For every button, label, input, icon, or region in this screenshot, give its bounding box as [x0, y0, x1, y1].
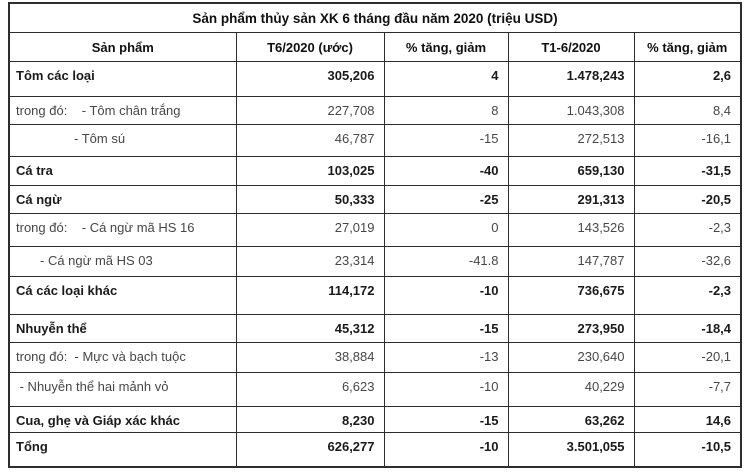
- row-label: Cua, ghẹ và Giáp xác khác: [8, 406, 237, 433]
- cell-pct-month: -10: [383, 432, 509, 467]
- cell-value-t6: 23,314: [235, 246, 385, 277]
- cell-value-t1-6: 143,526: [507, 213, 635, 247]
- seafood-export-table: Sản phẩm thủy sản XK 6 tháng đầu năm 202…: [8, 2, 743, 468]
- row-label: trong đó: - Tôm chân trắng: [8, 96, 237, 125]
- cell-pct-cumulative: -16,1: [633, 124, 742, 157]
- row-tom-cac-loai: Tôm các loại 305,206 4 1.478,243 2,6: [8, 61, 742, 97]
- row-ca-ngu-hs16: trong đó: - Cá ngừ mã HS 16 27,019 0 143…: [8, 213, 742, 247]
- cell-value-t1-6: 1.043,308: [507, 96, 635, 125]
- row-tom-su: - Tôm sú 46,787 -15 272,513 -16,1: [8, 124, 742, 157]
- row-label: - Nhuyễn thể hai mảnh vỏ: [8, 372, 237, 407]
- cell-pct-cumulative: -20,1: [633, 342, 742, 373]
- cell-pct-month: -10: [383, 276, 509, 315]
- row-ca-tra: Cá tra 103,025 -40 659,130 -31,5: [8, 156, 742, 186]
- cell-pct-month: -10: [383, 372, 509, 407]
- row-tong: Tổng 626,277 -10 3.501,055 -10,5: [8, 432, 742, 467]
- column-header-t1-6-2020: T1-6/2020: [507, 32, 635, 62]
- cell-pct-month: 0: [383, 213, 509, 247]
- cell-pct-month: 8: [383, 96, 509, 125]
- header-row: Sản phẩm T6/2020 (ước) % tăng, giảm T1-6…: [8, 32, 742, 62]
- row-label: Tôm các loại: [8, 61, 237, 97]
- cell-pct-month: -40: [383, 156, 509, 186]
- cell-value-t1-6: 736,675: [507, 276, 635, 315]
- cell-pct-month: -15: [383, 124, 509, 157]
- row-label: - Cá ngừ mã HS 03: [8, 246, 237, 277]
- cell-value-t1-6: 230,640: [507, 342, 635, 373]
- cell-pct-cumulative: -2,3: [633, 213, 742, 247]
- column-header-pct-change-month: % tăng, giảm: [383, 32, 509, 62]
- cell-value-t1-6: 3.501,055: [507, 432, 635, 467]
- cell-pct-month: 4: [383, 61, 509, 97]
- cell-pct-cumulative: -2,3: [633, 276, 742, 315]
- cell-value-t1-6: 273,950: [507, 314, 635, 343]
- cell-pct-month: -41.8: [383, 246, 509, 277]
- row-label: trong đó: - Cá ngừ mã HS 16: [8, 213, 237, 247]
- cell-value-t1-6: 147,787: [507, 246, 635, 277]
- column-header-product: Sản phẩm: [8, 32, 237, 62]
- cell-pct-month: -15: [383, 406, 509, 433]
- row-label: Cá ngừ: [8, 185, 237, 214]
- cell-pct-cumulative: -32,6: [633, 246, 742, 277]
- cell-value-t1-6: 659,130: [507, 156, 635, 186]
- cell-pct-cumulative: -31,5: [633, 156, 742, 186]
- cell-value-t1-6: 291,313: [507, 185, 635, 214]
- cell-pct-cumulative: 8,4: [633, 96, 742, 125]
- row-label: - Tôm sú: [8, 124, 237, 157]
- cell-value-t6: 305,206: [235, 61, 385, 97]
- row-nhuyen-the: Nhuyễn thể 45,312 -15 273,950 -18,4: [8, 314, 742, 343]
- cell-value-t1-6: 1.478,243: [507, 61, 635, 97]
- cell-value-t6: 45,312: [235, 314, 385, 343]
- table-title: Sản phẩm thủy sản XK 6 tháng đầu năm 202…: [8, 2, 742, 33]
- cell-value-t6: 626,277: [235, 432, 385, 467]
- cell-value-t6: 46,787: [235, 124, 385, 157]
- row-ca-ngu-hs03: - Cá ngừ mã HS 03 23,314 -41.8 147,787 -…: [8, 246, 742, 277]
- column-header-pct-change-cumulative: % tăng, giảm: [633, 32, 742, 62]
- row-label: Cá tra: [8, 156, 237, 186]
- cell-pct-month: -25: [383, 185, 509, 214]
- cell-pct-cumulative: 14,6: [633, 406, 742, 433]
- row-label: Tổng: [8, 432, 237, 467]
- cell-pct-month: -15: [383, 314, 509, 343]
- row-label: Cá các loại khác: [8, 276, 237, 315]
- cell-pct-cumulative: -10,5: [633, 432, 742, 467]
- cell-value-t6: 50,333: [235, 185, 385, 214]
- row-tom-chan-trang: trong đó: - Tôm chân trắng 227,708 8 1.0…: [8, 96, 742, 125]
- row-nhuyen-the-hai-manh-vo: - Nhuyễn thể hai mảnh vỏ 6,623 -10 40,22…: [8, 372, 742, 407]
- row-label: Nhuyễn thể: [8, 314, 237, 343]
- row-ca-cac-loai-khac: Cá các loại khác 114,172 -10 736,675 -2,…: [8, 276, 742, 315]
- cell-value-t1-6: 40,229: [507, 372, 635, 407]
- cell-value-t6: 38,884: [235, 342, 385, 373]
- cell-value-t6: 27,019: [235, 213, 385, 247]
- row-label: trong đó: - Mực và bạch tuộc: [8, 342, 237, 373]
- title-row: Sản phẩm thủy sản XK 6 tháng đầu năm 202…: [8, 2, 742, 33]
- cell-value-t6: 227,708: [235, 96, 385, 125]
- cell-value-t6: 6,623: [235, 372, 385, 407]
- cell-value-t6: 114,172: [235, 276, 385, 315]
- cell-value-t6: 103,025: [235, 156, 385, 186]
- cell-pct-cumulative: -18,4: [633, 314, 742, 343]
- cell-pct-cumulative: 2,6: [633, 61, 742, 97]
- column-header-t6-2020: T6/2020 (ước): [235, 32, 385, 62]
- cell-value-t1-6: 63,262: [507, 406, 635, 433]
- row-cua-ghe-giap-xac: Cua, ghẹ và Giáp xác khác 8,230 -15 63,2…: [8, 406, 742, 433]
- row-ca-ngu: Cá ngừ 50,333 -25 291,313 -20,5: [8, 185, 742, 214]
- cell-pct-cumulative: -7,7: [633, 372, 742, 407]
- cell-value-t1-6: 272,513: [507, 124, 635, 157]
- cell-value-t6: 8,230: [235, 406, 385, 433]
- row-muc-va-bach-tuoc: trong đó: - Mực và bạch tuộc 38,884 -13 …: [8, 342, 742, 373]
- cell-pct-month: -13: [383, 342, 509, 373]
- cell-pct-cumulative: -20,5: [633, 185, 742, 214]
